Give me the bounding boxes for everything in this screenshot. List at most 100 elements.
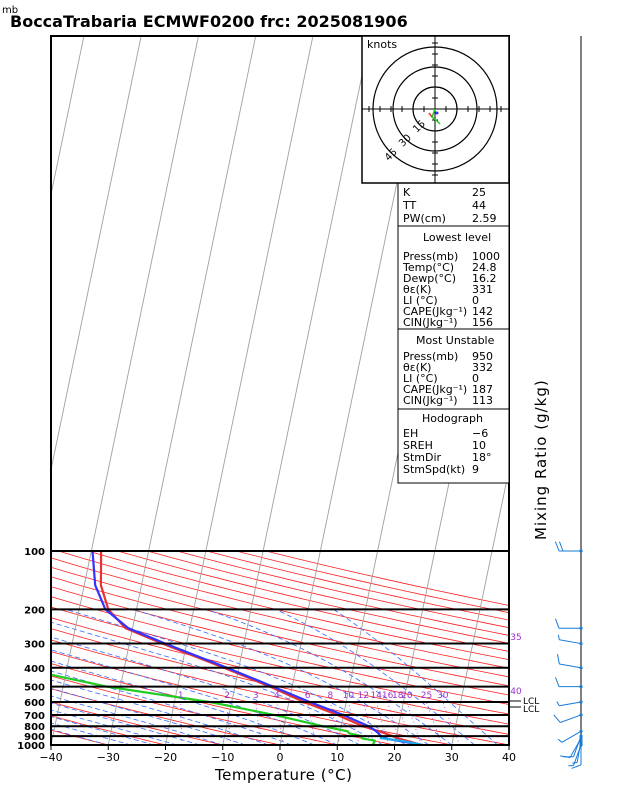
info-row-label: Press(mb) (403, 250, 458, 263)
pressure-tick-label: 700 (24, 711, 45, 722)
x-axis-label: Temperature (°C) (214, 766, 352, 784)
most-unstable-rows: Press(mb) 950 θε(K) 332 LI (°C) 0 CAPE(Jkg⁻¹) 1… (403, 350, 493, 407)
wind-barbs (553, 36, 583, 769)
temperature-tick-label: −20 (154, 751, 177, 764)
hodograph-ring (412, 86, 458, 132)
dry-adiabat-line (147, 550, 509, 636)
pressure-tick-label: 100 (24, 547, 45, 558)
dry-adiabat-line (51, 586, 509, 696)
moist-adiabat-line (51, 660, 315, 745)
info-row-label: StmSpd(kt) (403, 463, 465, 476)
moist-adiabat-line (51, 716, 155, 745)
mixing-ratio-axis-label: Mixing Ratio (g/kg) (532, 379, 550, 540)
isotherm-line (451, 467, 509, 745)
hodograph-trace (431, 108, 441, 125)
lcl-label: LCL (523, 697, 539, 707)
hodograph-units: knots (367, 38, 397, 51)
info-row-value: 0 (472, 294, 479, 307)
dry-adiabat-line (51, 596, 509, 705)
hodograph-ring (392, 66, 478, 152)
mixing-ratio-label: 16 (382, 691, 394, 701)
isotherm-line (165, 36, 314, 745)
temperature-tick-label: −40 (39, 751, 62, 764)
isotherm-line (508, 742, 509, 745)
info-row-value: 156 (472, 316, 493, 329)
mixing-ratio-label: 14 (371, 691, 383, 701)
mixing-ratio-label: 8 (327, 691, 333, 701)
isotherm-line (51, 36, 142, 472)
wind-barb-shaft (559, 639, 582, 645)
k-value: 25 (472, 186, 486, 199)
wind-barb-point (579, 666, 583, 670)
lcl-marks: LCL LCL (509, 697, 539, 715)
pressure-tick-label: 300 (24, 640, 45, 651)
moist-adiabat-line (51, 687, 246, 745)
dry-adiabat-line (51, 557, 509, 669)
mixing-ratio-label: 1 (178, 691, 184, 701)
isotherm-line (51, 36, 199, 745)
temperature-tick-label: −10 (211, 751, 234, 764)
info-row-value: 0 (472, 372, 479, 385)
dry-adiabat-line (87, 550, 509, 652)
pw-label: PW(cm) (403, 212, 446, 225)
mixing-ratio-label: 4 (274, 691, 280, 701)
wind-barb-flag (571, 764, 582, 769)
pressure-tick-label: 900 (24, 732, 45, 743)
tt-label: TT (402, 199, 417, 212)
info-row-label: Temp(°C) (402, 261, 454, 274)
info-row-value: 187 (472, 383, 493, 396)
mixing-ratio-line (276, 701, 284, 745)
info-row-value: 10 (472, 439, 486, 452)
isotherm-line (107, 36, 257, 745)
mixing-ratio-label: 30 (437, 691, 449, 701)
dry-adiabat-line (51, 701, 223, 745)
dry-adiabat-line (51, 729, 109, 745)
info-row-value: 9 (472, 463, 479, 476)
info-row-label: Dewp(°C) (403, 272, 456, 285)
wind-barb-shaft (559, 701, 582, 707)
lowest-level-header: Lowest level (423, 231, 491, 244)
dry-adiabat-line (117, 550, 509, 644)
wind-barb-halfflag (572, 761, 578, 764)
info-row-label: LI (°C) (403, 294, 438, 307)
isotherm-line (222, 36, 371, 745)
wind-barb-flag (554, 618, 560, 629)
wind-barb-halfflag (556, 701, 560, 707)
temperature-tick-label: 30 (445, 751, 459, 764)
pw-value: 2.59 (472, 212, 497, 225)
dry-adiabat-line (58, 550, 509, 661)
k-label: K (403, 186, 411, 199)
wind-barb-halfflag (557, 738, 563, 743)
info-row-label: CAPE(Jkg⁻¹) (403, 383, 467, 396)
moist-adiabat-line (132, 609, 430, 745)
info-row-label: CIN(Jkg⁻¹) (403, 316, 458, 329)
isotherm-line (0, 36, 27, 745)
plot-area (0, 36, 509, 745)
hodograph-ring (372, 46, 498, 172)
dry-adiabat-line (51, 715, 166, 745)
dry-adiabat-line (51, 639, 509, 745)
temperature-tick-label: −30 (97, 751, 120, 764)
mixing-ratio-label: 6 (305, 691, 311, 701)
info-row-value: 18° (472, 451, 492, 464)
hodograph-panel-rows: EH −6 SREH 10 StmDir 18° StmSpd(kt) 9 (403, 427, 492, 476)
mixing-ratio-label: 20 (401, 691, 413, 701)
lcl-label: LCL (523, 705, 539, 715)
hodograph-trace (428, 112, 433, 118)
lowest-level-rows: Press(mb) 1000 Temp(°C) 24.8 Dewp(°C) 16.2 θε(… (402, 250, 500, 329)
mixing-ratio-label: 2 (224, 691, 230, 701)
mixing-ratio-line (397, 701, 413, 745)
temperature-tick-label: 20 (388, 751, 402, 764)
tt-value: 44 (472, 199, 486, 212)
wind-barb-shaft (559, 663, 582, 669)
dry-adiabat-line (51, 576, 509, 687)
series-virtual-line (379, 736, 424, 745)
wind-barb-shaft (573, 735, 582, 757)
temperature-tick-labels: −40 −30 −20 −10 0 10 20 30 40 (39, 745, 516, 764)
mixing-ratio-label: 18 (392, 691, 404, 701)
wind-barb-flag (554, 541, 560, 552)
chart-title: BoccaTrabaria ECMWF0200 frc: 2025081906 (10, 12, 408, 31)
info-row-value: 113 (472, 394, 493, 407)
